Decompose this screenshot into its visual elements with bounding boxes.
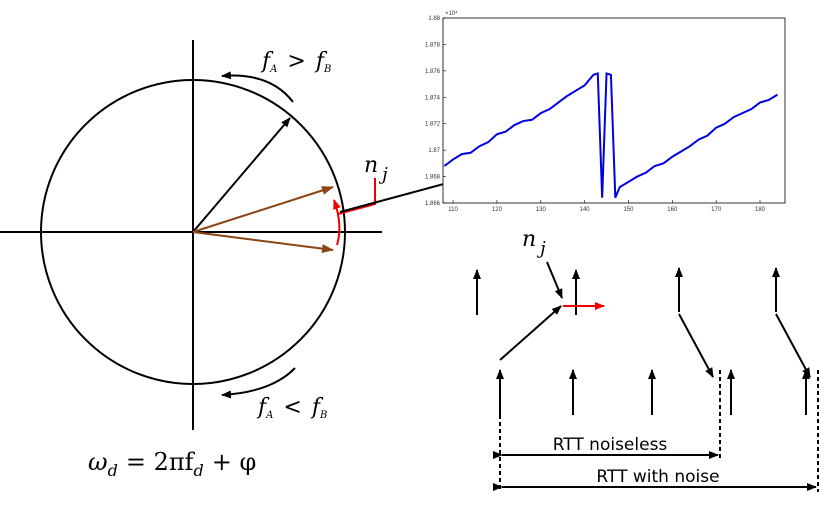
y-tick-label: 1.878	[425, 42, 441, 48]
rtt-noiseless-label: RTT noiseless	[553, 435, 668, 455]
line-series	[443, 72, 779, 199]
freq-top: fA > fB	[260, 49, 331, 75]
x-tick-label: 110	[448, 207, 458, 213]
x-tick-label: 120	[492, 207, 503, 213]
y-tick-label: 1.872	[425, 122, 441, 128]
y-tick-label: 1.866	[425, 201, 441, 207]
freq-bottom: fA < fB	[256, 395, 327, 421]
y-tick-label: 1.88	[428, 16, 440, 22]
y-tick-label: 1.868	[425, 175, 441, 181]
x-tick-label: 140	[580, 207, 591, 213]
omega-equation: ωd = 2πfd + φ	[88, 448, 256, 480]
inset-chart: 1.866 1.868 1.87 1.872 1.874 1.876 1.878 1.88 ×1…	[425, 10, 786, 213]
y-tick-label: 1.874	[425, 95, 441, 101]
x-tick-label: 130	[536, 207, 547, 213]
x-tick-label: 180	[755, 207, 766, 213]
x-tick-label: 160	[667, 207, 678, 213]
y-multiplier: ×10⁴	[445, 10, 458, 17]
rtt-with-noise-label: RTT with noise	[596, 467, 719, 487]
y-tick-label: 1.87	[428, 148, 440, 154]
y-tick-label: 1.876	[425, 69, 441, 75]
x-tick-label: 150	[623, 207, 634, 213]
x-tick-label: 170	[711, 207, 722, 213]
rtt-diagram	[473, 261, 819, 492]
